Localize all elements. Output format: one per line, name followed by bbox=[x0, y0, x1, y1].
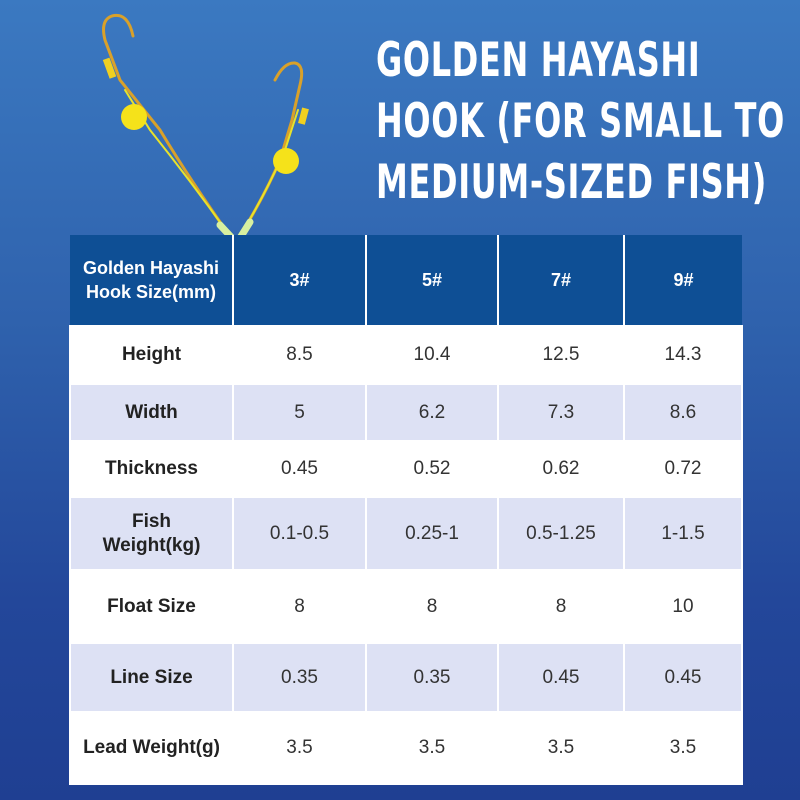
table-cell: 3.5 bbox=[623, 711, 743, 785]
title-line: medium-sized fish) bbox=[376, 155, 767, 210]
table-cell: 0.52 bbox=[365, 440, 499, 498]
table-row: Line Size 0.35 0.35 0.45 0.45 bbox=[69, 642, 743, 713]
table-cell: 0.45 bbox=[497, 642, 625, 713]
table-cell: 8.6 bbox=[623, 383, 743, 442]
row-label: Width bbox=[69, 383, 234, 442]
title-line: Golden Hayashi bbox=[376, 33, 701, 88]
row-label: Lead Weight(g) bbox=[69, 711, 234, 785]
table-cell: 0.45 bbox=[232, 440, 367, 498]
hayashi-hook-illustration bbox=[102, 13, 309, 240]
table-cell: 12.5 bbox=[497, 325, 625, 385]
table-cell: 6.2 bbox=[365, 383, 499, 442]
table-cell: 0.45 bbox=[623, 642, 743, 713]
header-size: 9# bbox=[623, 235, 742, 327]
table-row: Lead Weight(g) 3.5 3.5 3.5 3.5 bbox=[69, 711, 743, 785]
table-header-row: Golden Hayashi Hook Size(mm) 3# 5# 7# 9# bbox=[70, 235, 742, 327]
table-row: Fish Weight(kg) 0.1-0.5 0.25-1 0.5-1.25 1-1.… bbox=[69, 496, 743, 571]
header-size: 5# bbox=[365, 235, 499, 327]
table-cell: 14.3 bbox=[623, 325, 743, 385]
table-cell: 8 bbox=[365, 569, 499, 644]
table-cell: 0.35 bbox=[232, 642, 367, 713]
table-cell: 0.35 bbox=[365, 642, 499, 713]
table-row: Width 5 6.2 7.3 8.6 bbox=[69, 383, 743, 442]
table-cell: 3.5 bbox=[497, 711, 625, 785]
table-cell: 0.72 bbox=[623, 440, 743, 498]
row-label: Height bbox=[69, 325, 234, 385]
table-cell: 10.4 bbox=[365, 325, 499, 385]
table-cell: 0.5-1.25 bbox=[497, 496, 625, 571]
row-label: Float Size bbox=[69, 569, 234, 644]
page-title: Golden Hayashi Hook (for small to medium… bbox=[376, 30, 796, 213]
table-cell: 3.5 bbox=[365, 711, 499, 785]
table-row: Thickness 0.45 0.52 0.62 0.72 bbox=[69, 440, 743, 498]
table-cell: 8.5 bbox=[232, 325, 367, 385]
row-label: Line Size bbox=[69, 642, 234, 713]
table-cell: 0.25-1 bbox=[365, 496, 499, 571]
table-cell: 8 bbox=[497, 569, 625, 644]
table-cell: 0.62 bbox=[497, 440, 625, 498]
hook-size-table: Golden Hayashi Hook Size(mm) 3# 5# 7# 9#… bbox=[69, 235, 743, 785]
table-cell: 5 bbox=[232, 383, 367, 442]
table-row: Float Size 8 8 8 10 bbox=[69, 569, 743, 644]
table-row: Height 8.5 10.4 12.5 14.3 bbox=[69, 325, 743, 385]
title-line: Hook (for small to bbox=[376, 94, 785, 149]
table-cell: 7.3 bbox=[497, 383, 625, 442]
table-cell: 1-1.5 bbox=[623, 496, 743, 571]
table-cell: 0.1-0.5 bbox=[232, 496, 367, 571]
table-cell: 10 bbox=[623, 569, 743, 644]
row-label: Thickness bbox=[69, 440, 234, 498]
row-label: Fish Weight(kg) bbox=[69, 496, 234, 571]
table-cell: 3.5 bbox=[232, 711, 367, 785]
header-size: 3# bbox=[232, 235, 367, 327]
header-size: 7# bbox=[497, 235, 625, 327]
table-cell: 8 bbox=[232, 569, 367, 644]
header-label: Golden Hayashi Hook Size(mm) bbox=[70, 235, 234, 327]
